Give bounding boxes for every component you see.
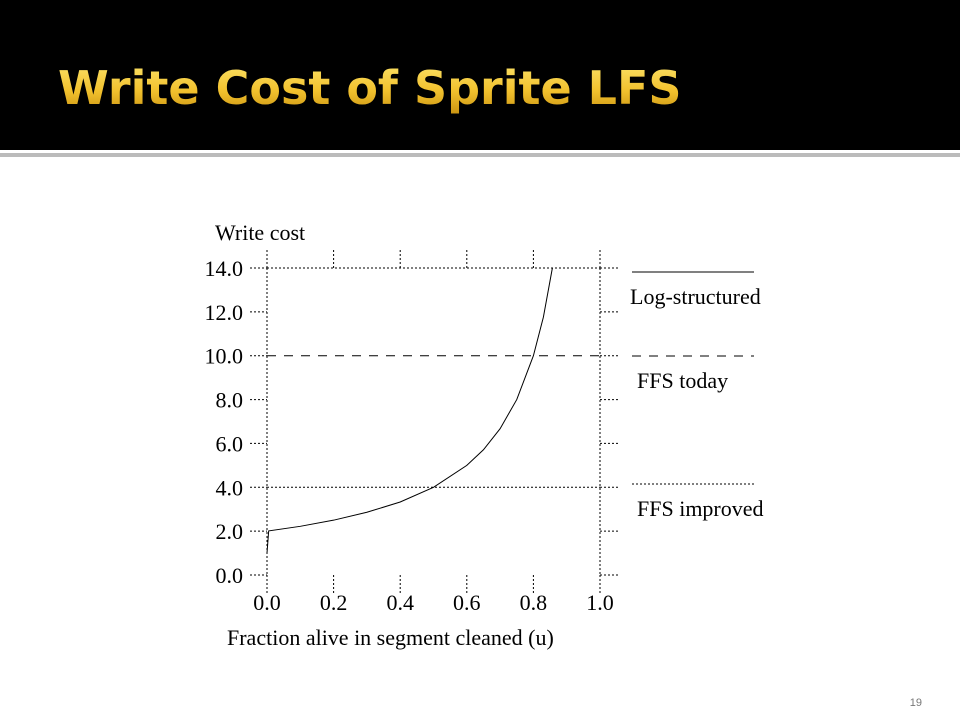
x-tick-label: 0.4 (386, 590, 414, 615)
line-series (266, 267, 553, 554)
x-tick-label: 0.6 (453, 590, 481, 615)
y-tick-label: 6.0 (216, 431, 244, 456)
y-tick-label: 4.0 (216, 475, 244, 500)
y-tick-label: 12.0 (205, 300, 244, 325)
y-tick-label: 10.0 (205, 344, 244, 369)
title-band (0, 0, 960, 150)
x-axis-label: Fraction alive in segment cleaned (u) (227, 625, 554, 650)
chart: Write cost Fraction alive in segment cle… (205, 220, 764, 650)
x-tick-label: 0.0 (253, 590, 281, 615)
x-tick-label: 0.2 (320, 590, 348, 615)
page-number: 19 (910, 697, 922, 709)
slide-title: Write Cost of Sprite LFS (58, 61, 682, 115)
divider (0, 153, 960, 157)
y-axis-label: Write cost (215, 220, 305, 245)
x-tick-label: 0.8 (520, 590, 548, 615)
legend-label: FFS improved (637, 496, 764, 521)
x-tick-label: 1.0 (586, 590, 614, 615)
y-tick-label: 0.0 (216, 563, 244, 588)
legend-label: FFS today (637, 368, 728, 393)
y-tick-label: 8.0 (216, 388, 244, 413)
y-tick-label: 2.0 (216, 519, 244, 544)
y-tick-label: 14.0 (205, 256, 244, 281)
legend-label: Log-structured (630, 284, 761, 309)
